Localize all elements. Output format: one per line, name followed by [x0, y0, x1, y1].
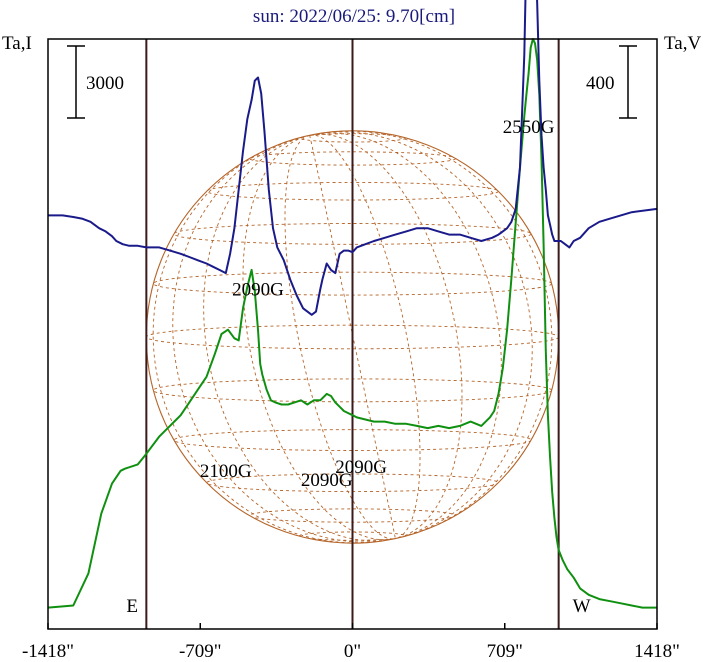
longitude-line	[172, 134, 396, 543]
right-axis-label: Ta,V	[664, 33, 701, 54]
limb-label: W	[573, 596, 591, 617]
longitude-line	[284, 134, 396, 540]
longitude-line	[309, 130, 553, 540]
x-tick-label: 709"	[487, 641, 523, 662]
x-tick-label: 0"	[344, 641, 361, 662]
field-annotation: 2090G	[335, 457, 387, 478]
left-scale-label: 3000	[86, 73, 124, 94]
field-annotation: 2100G	[200, 461, 252, 482]
limb-label: E	[126, 596, 138, 617]
x-tick-label: 1418"	[634, 641, 680, 662]
chart-title: sun: 2022/06/25: 9.70[cm]	[253, 6, 455, 27]
x-tick-label: -709"	[179, 641, 222, 662]
series-line-2	[48, 0, 658, 316]
right-scale-label: 400	[586, 73, 615, 94]
x-ticks: -1418" -709" 0" 709" 1418"	[22, 623, 680, 662]
longitude-line	[309, 132, 502, 540]
series-line-1	[47, 38, 657, 609]
field-annotation: 2550G	[503, 117, 555, 138]
scale-bars	[67, 45, 637, 119]
longitude-line	[309, 134, 421, 540]
longitude-line	[309, 133, 463, 540]
field-annotation: 2090G	[301, 470, 353, 491]
series-group	[47, 0, 658, 609]
longitude-line	[309, 131, 533, 540]
field-annotation: 2090G	[232, 280, 284, 301]
x-tick-label: -1418"	[22, 641, 74, 662]
limb-and-center-lines	[145, 39, 560, 629]
left-axis-label: Ta,I	[2, 33, 32, 54]
longitude-line	[152, 134, 396, 544]
